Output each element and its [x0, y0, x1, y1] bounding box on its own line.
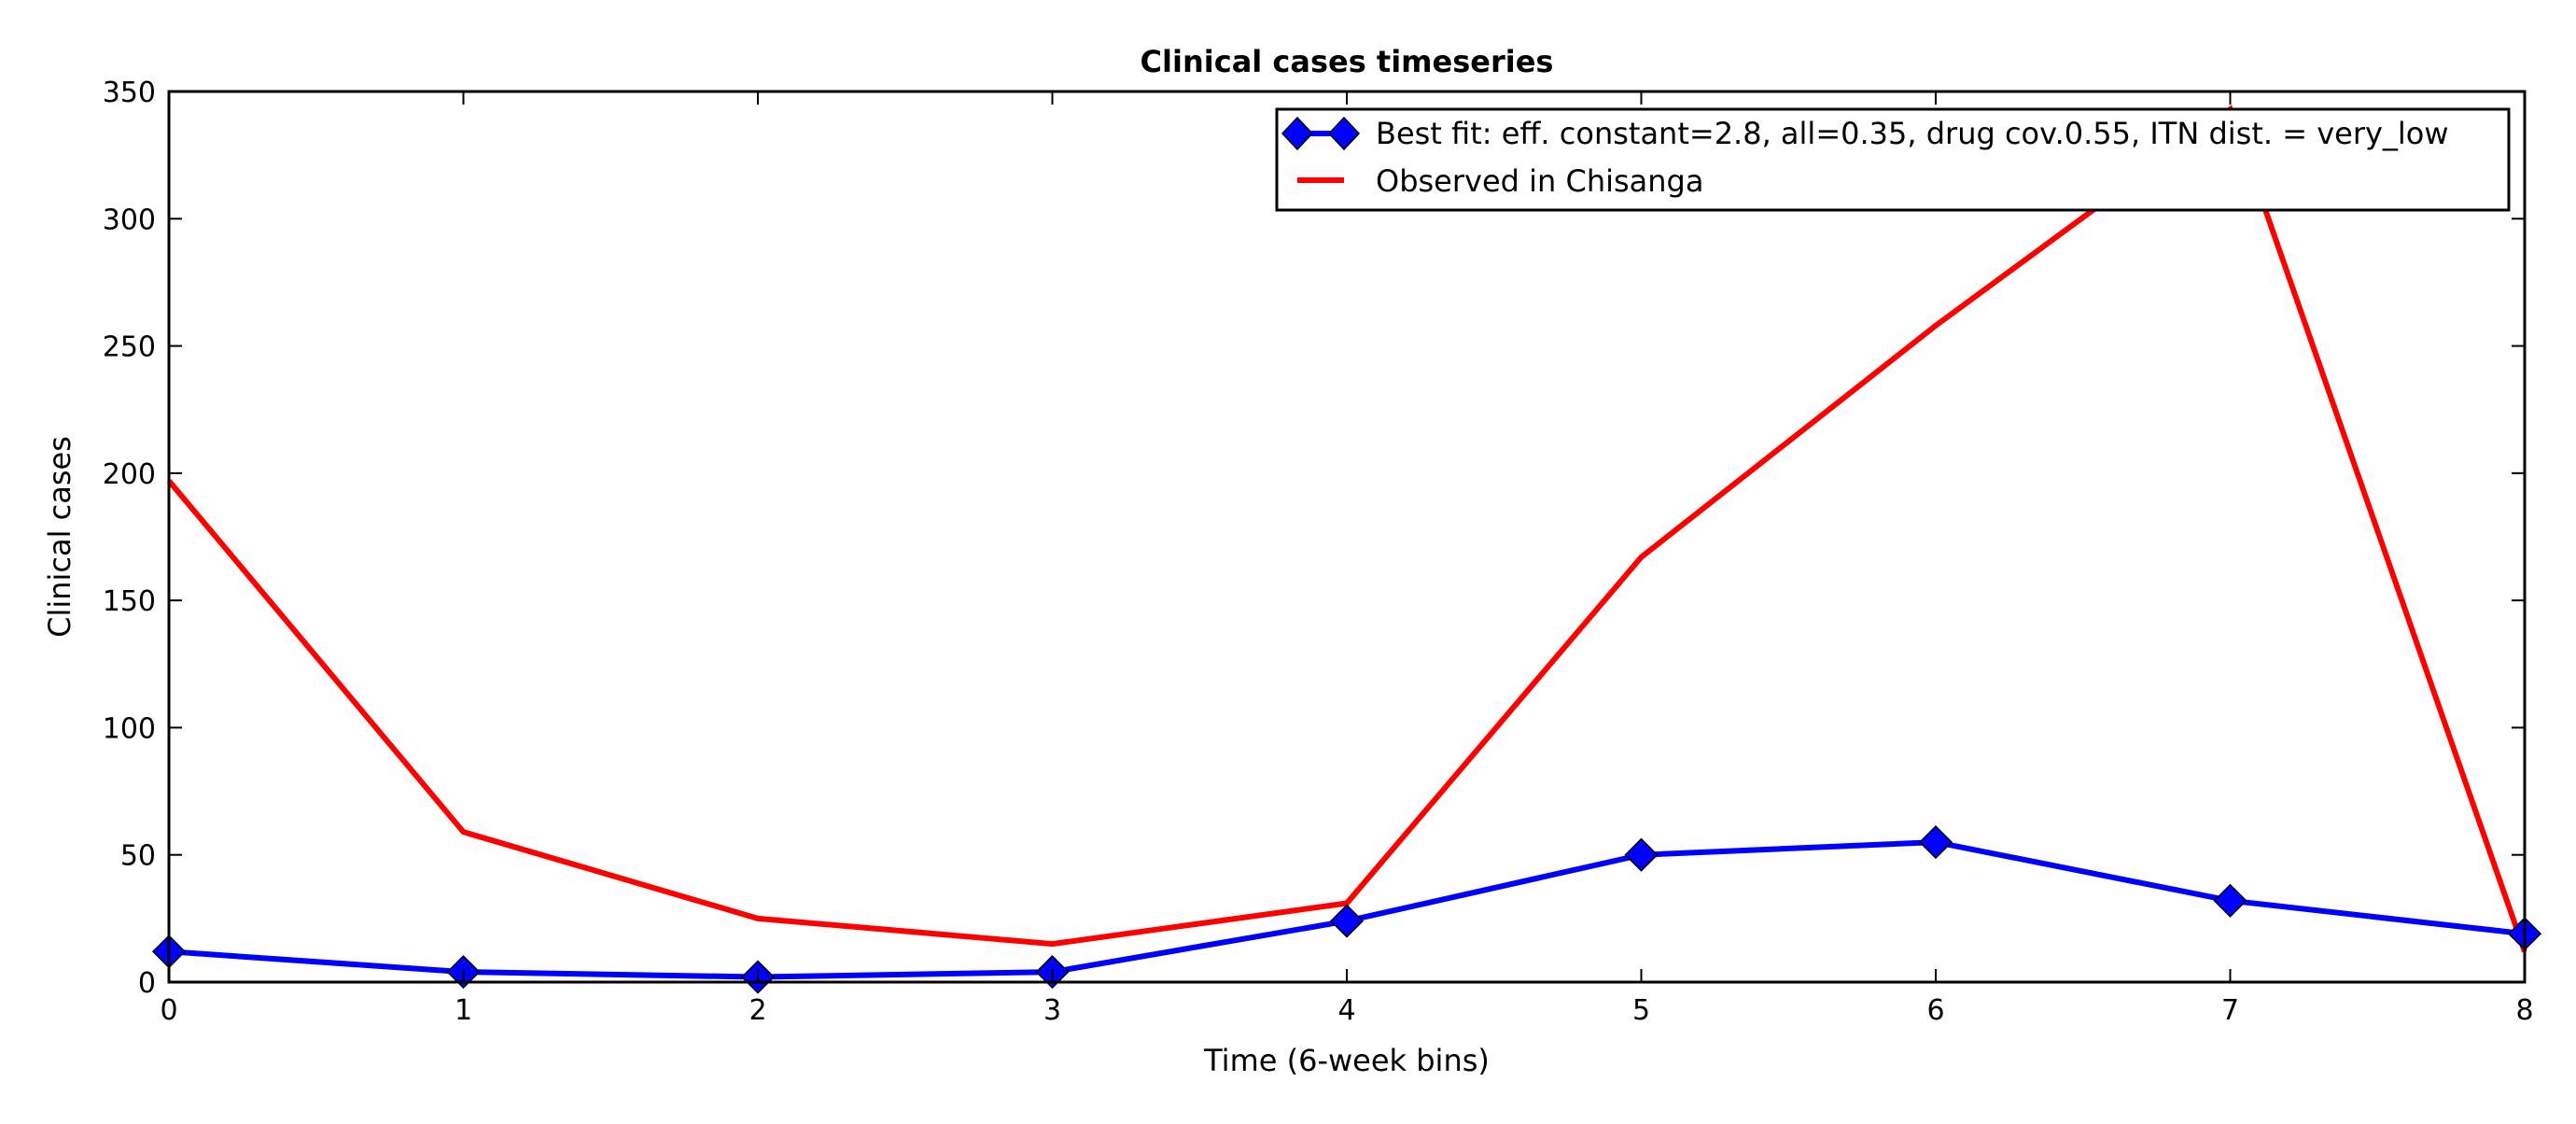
best-fit-point	[1329, 904, 1365, 938]
y-tick-label: 0	[138, 967, 156, 1000]
observed-series	[166, 105, 2527, 953]
y-tick-label: 50	[120, 840, 156, 873]
chart-title: Clinical cases timeseries	[1141, 44, 1554, 79]
best-fit-point	[2213, 883, 2247, 918]
legend-label-observed: Observed in Chisanga	[1376, 163, 1703, 199]
best-fit-point	[1918, 825, 1953, 860]
legend-marker-diamond	[1281, 116, 1314, 151]
y-axis-label: Clinical cases	[42, 436, 77, 638]
best-fit-point	[1624, 837, 1659, 872]
legend-frame	[1275, 107, 2511, 212]
x-tick-label: 0	[160, 994, 177, 1027]
x-axis-label: Time (6-week bins)	[1203, 1043, 1490, 1078]
y-tick-label: 350	[103, 77, 156, 109]
x-tick-label: 6	[1926, 994, 1944, 1027]
x-tick-label: 8	[2515, 994, 2533, 1027]
legend-marker-diamond	[1327, 116, 1361, 151]
x-tick-label: 4	[1337, 994, 1355, 1027]
y-tick-label: 150	[103, 585, 156, 618]
legend-label-best-fit: Best fit: eff. constant=2.8, all=0.35, d…	[1376, 116, 2449, 151]
x-tick-label: 5	[1632, 994, 1650, 1027]
y-tick-label: 200	[103, 458, 156, 491]
x-tick-label: 1	[455, 994, 472, 1027]
y-tick-label: 250	[103, 331, 156, 364]
legend: Best fit: eff. constant=2.8, all=0.35, d…	[1275, 107, 2511, 212]
y-tick-label: 100	[103, 712, 156, 745]
x-tick-label: 7	[2221, 994, 2239, 1027]
observed-line	[166, 105, 2527, 953]
best-fit-series	[151, 825, 2542, 994]
y-tick-label: 300	[103, 204, 156, 236]
axis-ticks: 0 1 2 3 4 5 6 7 8 0 50 100 150 200 250 300 350	[103, 77, 2534, 1027]
x-tick-label: 2	[749, 994, 766, 1027]
x-tick-label: 3	[1043, 994, 1061, 1027]
